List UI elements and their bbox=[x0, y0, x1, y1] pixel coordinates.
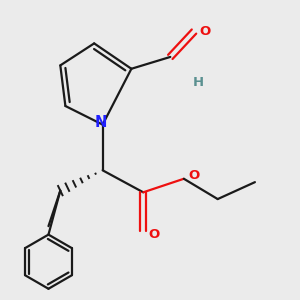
Text: N: N bbox=[95, 116, 107, 130]
Text: O: O bbox=[188, 169, 199, 182]
Text: H: H bbox=[192, 76, 203, 89]
Text: O: O bbox=[199, 25, 210, 38]
Text: O: O bbox=[148, 228, 160, 241]
